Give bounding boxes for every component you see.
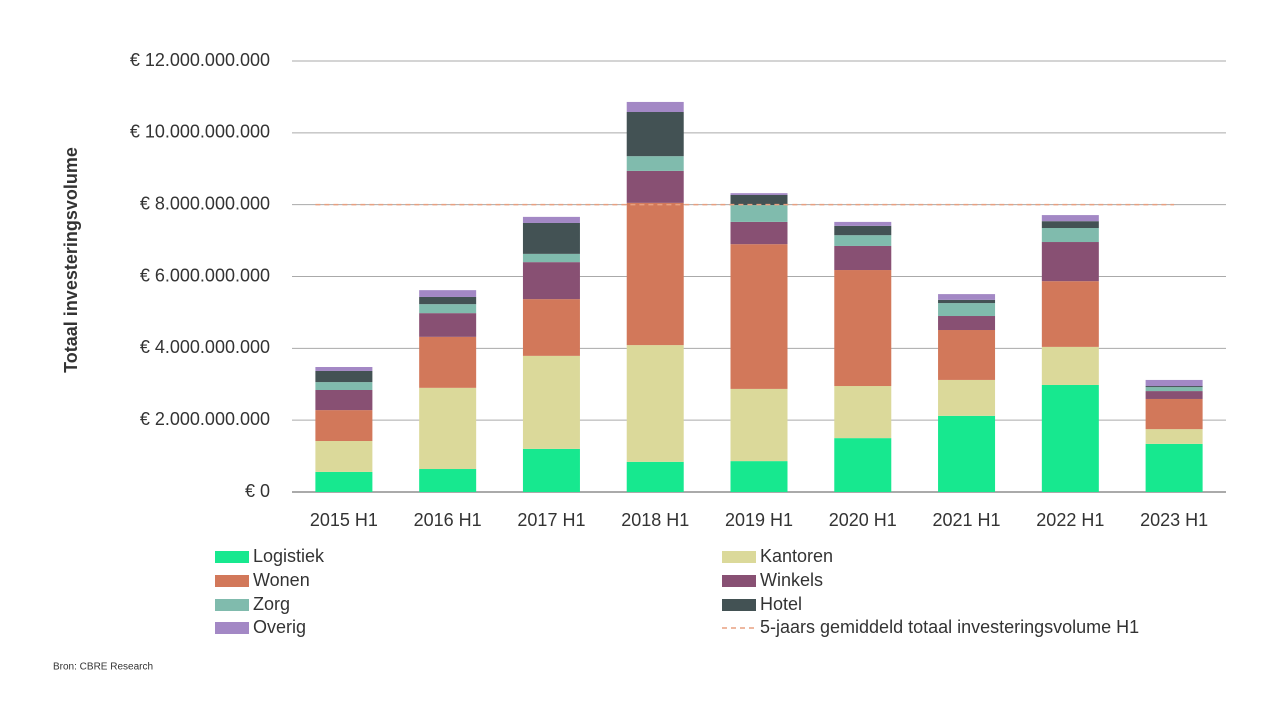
bar-segment [419, 290, 477, 297]
x-tick-label: 2016 H1 [414, 510, 482, 530]
x-tick-label: 2022 H1 [1036, 510, 1104, 530]
bar-segment [1041, 228, 1099, 243]
bar-segment [315, 389, 373, 411]
bar-segment [522, 448, 580, 492]
bar-segment [834, 245, 892, 271]
x-tick-label: 2018 H1 [621, 510, 689, 530]
bar-segment [1041, 221, 1099, 229]
y-tick-label: € 12.000.000.000 [130, 50, 270, 70]
bar-segment [938, 316, 996, 331]
legend-swatch [215, 599, 249, 611]
bar-segment [1145, 387, 1203, 392]
y-tick-label: € 8.000.000.000 [140, 193, 270, 213]
legend-label: 5-jaars gemiddeld totaal investeringsvol… [760, 617, 1139, 637]
source: Bron: CBRE Research [53, 662, 153, 673]
y-tick-label: € 2.000.000.000 [140, 409, 270, 429]
y-tick-label: € 6.000.000.000 [140, 265, 270, 285]
bar-segment [1041, 281, 1099, 347]
y-tick-label: € 4.000.000.000 [140, 337, 270, 357]
legend-label: Logistiek [253, 546, 325, 566]
bar-segment [315, 440, 373, 472]
bar-segment [1041, 242, 1099, 282]
legend-swatch [722, 575, 756, 587]
legend-label: Overig [253, 617, 306, 637]
x-tick-label: 2019 H1 [725, 510, 793, 530]
bar-segment [419, 469, 477, 492]
bar-segment [938, 415, 996, 492]
x-tick-label: 2015 H1 [310, 510, 378, 530]
bar-segment [1145, 386, 1203, 388]
legend-label: Kantoren [760, 546, 833, 566]
bar-segment [1041, 346, 1099, 385]
legend-swatch [215, 622, 249, 634]
bar-segment [419, 304, 477, 314]
bar-segment [626, 170, 684, 203]
bar-segment [1041, 384, 1099, 492]
bar-segment [522, 216, 580, 223]
bar-segment [315, 471, 373, 492]
bar-segment [1145, 391, 1203, 399]
x-tick-label: 2017 H1 [517, 510, 585, 530]
legend-label: Winkels [760, 570, 823, 590]
bar-segment [626, 101, 684, 113]
bar-segment [1145, 429, 1203, 444]
bar-segment [626, 202, 684, 346]
bar-segment [938, 294, 996, 300]
bar-segment [938, 330, 996, 380]
bar-segment [419, 313, 477, 337]
bar-segment [1145, 379, 1203, 387]
legend-swatch [215, 575, 249, 587]
bar-segment [626, 112, 684, 157]
x-tick-label: 2021 H1 [933, 510, 1001, 530]
bar-segment [834, 225, 892, 236]
bar-segment [1145, 398, 1203, 430]
bar-segment [419, 296, 477, 305]
bar-segment [834, 270, 892, 387]
bar-segment [626, 156, 684, 171]
bar-segment [834, 221, 892, 226]
bar-segment [522, 355, 580, 449]
y-tick-label: € 0 [245, 481, 270, 501]
y-axis-label: Totaal investeringsvolume [61, 147, 81, 373]
legend-swatch [722, 599, 756, 611]
bar-segment [730, 194, 788, 206]
y-tick-label: € 10.000.000.000 [130, 122, 270, 142]
legend-label: Wonen [253, 570, 310, 590]
legend-label: Hotel [760, 594, 802, 614]
bar-segment [1145, 443, 1203, 492]
bar-segment [1041, 215, 1099, 222]
bar-segment [522, 262, 580, 300]
legend-swatch [722, 551, 756, 563]
bar-segment [834, 235, 892, 246]
x-tick-label: 2020 H1 [829, 510, 897, 530]
bar-segment [315, 410, 373, 441]
bar-segment [419, 336, 477, 388]
bar-segment [730, 461, 788, 492]
legend-swatch [215, 551, 249, 563]
bar-segment [626, 461, 684, 492]
bar-segment [419, 387, 477, 470]
bar-segment [522, 253, 580, 263]
bar-segment [626, 345, 684, 462]
bar-segment [730, 193, 788, 195]
bar-segment [315, 370, 373, 383]
bar-segment [730, 205, 788, 222]
legend-label: Zorg [253, 594, 290, 614]
bar-segment [834, 386, 892, 439]
bar-segment [315, 367, 373, 371]
bar-segment [938, 379, 996, 416]
bar-segment [730, 388, 788, 462]
bar-segment [522, 299, 580, 356]
bar-segment [938, 299, 996, 304]
bar-segment [730, 244, 788, 389]
bar-segment [522, 222, 580, 254]
bar-segment [730, 221, 788, 245]
x-tick-label: 2023 H1 [1140, 510, 1208, 530]
bar-segment [315, 382, 373, 390]
bar-segment [938, 303, 996, 317]
bar-segment [834, 438, 892, 492]
